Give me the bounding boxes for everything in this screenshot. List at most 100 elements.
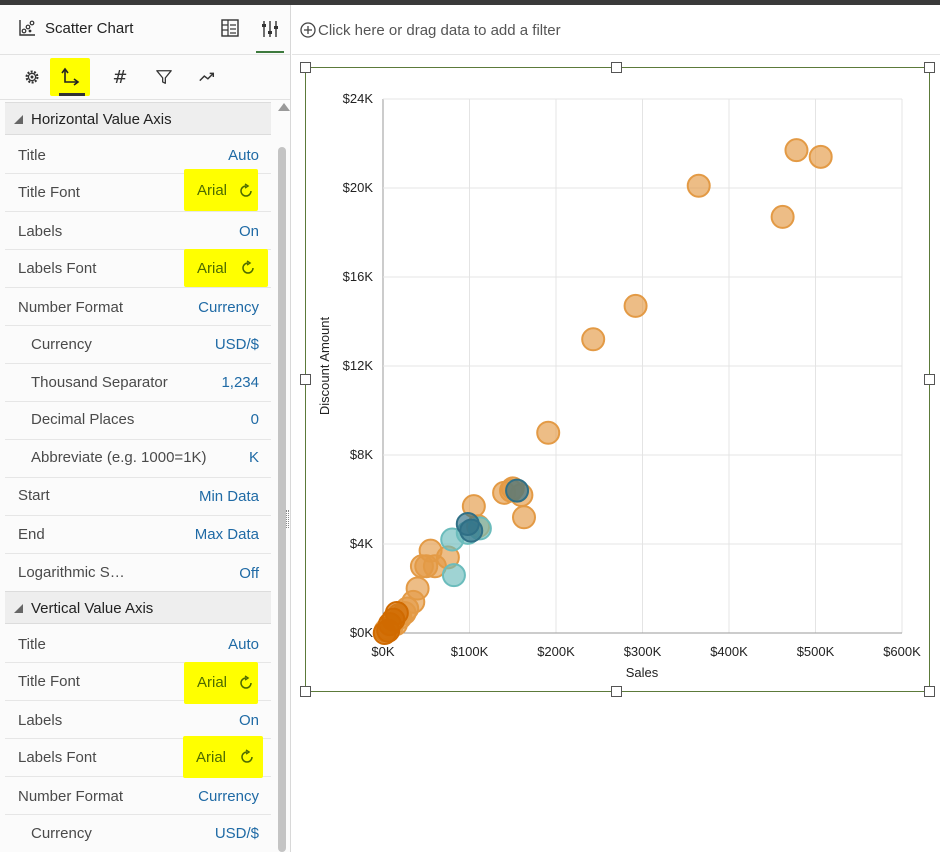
font-selector[interactable]: Arial <box>184 249 268 287</box>
row-label: Labels Font <box>18 749 97 766</box>
trend-icon <box>199 72 215 82</box>
v-labels-row[interactable]: Labels On <box>5 701 271 739</box>
panel-scrollbar[interactable] <box>276 101 290 852</box>
filter-icon <box>156 70 172 84</box>
scatter-point[interactable] <box>441 563 466 588</box>
h-decimal-places-row[interactable]: Decimal Places 0 <box>5 402 271 440</box>
v-labels-font-row[interactable]: Labels Font Arial <box>5 736 271 778</box>
row-value[interactable]: Auto <box>228 147 259 164</box>
row-value[interactable]: 0 <box>250 411 259 428</box>
font-selector[interactable]: Arial <box>183 736 263 778</box>
row-label: Title Font <box>18 673 80 690</box>
scatter-point[interactable] <box>505 478 530 503</box>
scatter-points[interactable] <box>372 138 833 645</box>
scatter-point[interactable] <box>808 144 833 169</box>
row-value[interactable]: Max Data <box>194 526 259 543</box>
scatter-point[interactable] <box>581 327 606 352</box>
h-title-row[interactable]: Title Auto <box>5 136 271 174</box>
row-value[interactable]: On <box>238 712 259 729</box>
h-labels-font-row[interactable]: Labels Font Arial <box>5 249 271 288</box>
scatter-point[interactable] <box>409 554 434 579</box>
filter-tab[interactable] <box>147 58 181 96</box>
h-currency-row[interactable]: Currency USD/$ <box>5 326 271 364</box>
row-value[interactable]: On <box>238 223 259 240</box>
scatter-point[interactable] <box>511 505 536 530</box>
row-value[interactable]: K <box>248 449 259 466</box>
row-value[interactable]: Currency <box>198 788 259 805</box>
layout-grid-icon[interactable] <box>220 18 240 38</box>
filter-bar[interactable]: Click here or drag data to add a filter <box>292 5 940 55</box>
x-axis-ticks: $0K $100K $200K $300K $400K $500K $600K <box>371 644 921 659</box>
filter-placeholder[interactable]: Click here or drag data to add a filter <box>318 22 561 39</box>
row-label: Labels <box>18 223 63 240</box>
reset-icon[interactable] <box>240 260 256 276</box>
v-number-format-row[interactable]: Number Format Currency <box>5 777 271 815</box>
chart-grid <box>382 98 903 634</box>
properties-tab-button[interactable] <box>256 13 284 53</box>
h-labels-row[interactable]: Labels On <box>5 212 271 250</box>
row-label: Number Format <box>18 299 124 316</box>
row-value[interactable]: Off <box>239 565 259 582</box>
scatter-point[interactable] <box>623 293 648 318</box>
number-format-tab[interactable]: # <box>103 58 137 96</box>
font-selector[interactable]: Arial <box>184 662 258 704</box>
resize-handle-left[interactable] <box>300 374 311 385</box>
row-label: End <box>18 526 45 543</box>
panel-resize-handle[interactable] <box>286 510 289 528</box>
axis-tab[interactable] <box>50 58 90 96</box>
resize-handle-bottom-left[interactable] <box>300 686 311 697</box>
row-label: Labels <box>18 712 63 729</box>
row-value[interactable]: USD/$ <box>214 336 259 353</box>
h-thousand-separator-row[interactable]: Thousand Separator 1,234 <box>5 364 271 402</box>
reset-icon[interactable] <box>238 675 254 691</box>
analytics-tab[interactable] <box>190 58 224 96</box>
scroll-thumb[interactable] <box>278 147 286 852</box>
resize-handle-bottom[interactable] <box>611 686 622 697</box>
font-selector[interactable]: Arial <box>184 169 258 211</box>
v-title-row[interactable]: Title Auto <box>5 625 271 663</box>
row-label: Thousand Separator <box>31 374 168 391</box>
scatter-point[interactable] <box>377 612 402 637</box>
row-value[interactable]: USD/$ <box>214 825 259 842</box>
add-filter-icon[interactable] <box>300 22 316 38</box>
font-value: Arial <box>196 749 227 766</box>
x-tick-label: $300K <box>624 644 662 659</box>
scatter-point[interactable] <box>459 518 484 543</box>
scatter-point[interactable] <box>686 173 711 198</box>
resize-handle-bottom-right[interactable] <box>924 686 935 697</box>
y-axis-title: Discount Amount <box>317 316 332 415</box>
resize-handle-right[interactable] <box>924 374 935 385</box>
v-currency-row[interactable]: Currency USD/$ <box>5 815 271 852</box>
resize-handle-top-left[interactable] <box>300 62 311 73</box>
axis-icon <box>61 67 80 86</box>
general-tab[interactable] <box>15 58 49 96</box>
vertical-axis-section[interactable]: Vertical Value Axis <box>5 591 271 624</box>
x-axis-title: Sales <box>626 665 659 680</box>
resize-handle-top-right[interactable] <box>924 62 935 73</box>
y-tick-label: $12K <box>343 358 374 373</box>
h-logarithmic-row[interactable]: Logarithmic S… Off <box>5 554 271 592</box>
v-title-font-row[interactable]: Title Font Arial <box>5 662 271 704</box>
x-tick-label: $500K <box>797 644 835 659</box>
h-abbreviate-row[interactable]: Abbreviate (e.g. 1000=1K) K <box>5 440 271 478</box>
horizontal-axis-section[interactable]: Horizontal Value Axis <box>5 102 271 135</box>
h-number-format-row[interactable]: Number Format Currency <box>5 288 271 326</box>
scatter-point[interactable] <box>784 138 809 163</box>
section-title: Vertical Value Axis <box>31 600 154 617</box>
h-start-row[interactable]: Start Min Data <box>5 478 271 516</box>
scatter-point[interactable] <box>770 204 795 229</box>
row-value[interactable]: Min Data <box>198 488 259 505</box>
row-value[interactable]: 1,234 <box>221 374 259 391</box>
resize-handle-top[interactable] <box>611 62 622 73</box>
row-value[interactable]: Auto <box>228 636 259 653</box>
y-tick-label: $24K <box>343 91 374 106</box>
scatter-point[interactable] <box>536 420 561 445</box>
reset-icon[interactable] <box>239 749 255 765</box>
reset-icon[interactable] <box>238 183 254 199</box>
scroll-up-arrow-icon[interactable] <box>278 103 290 111</box>
h-title-font-row[interactable]: Title Font Arial <box>5 169 271 212</box>
row-value[interactable]: Currency <box>198 299 259 316</box>
panel-header: Scatter Chart <box>0 5 290 55</box>
h-end-row[interactable]: End Max Data <box>5 516 271 554</box>
